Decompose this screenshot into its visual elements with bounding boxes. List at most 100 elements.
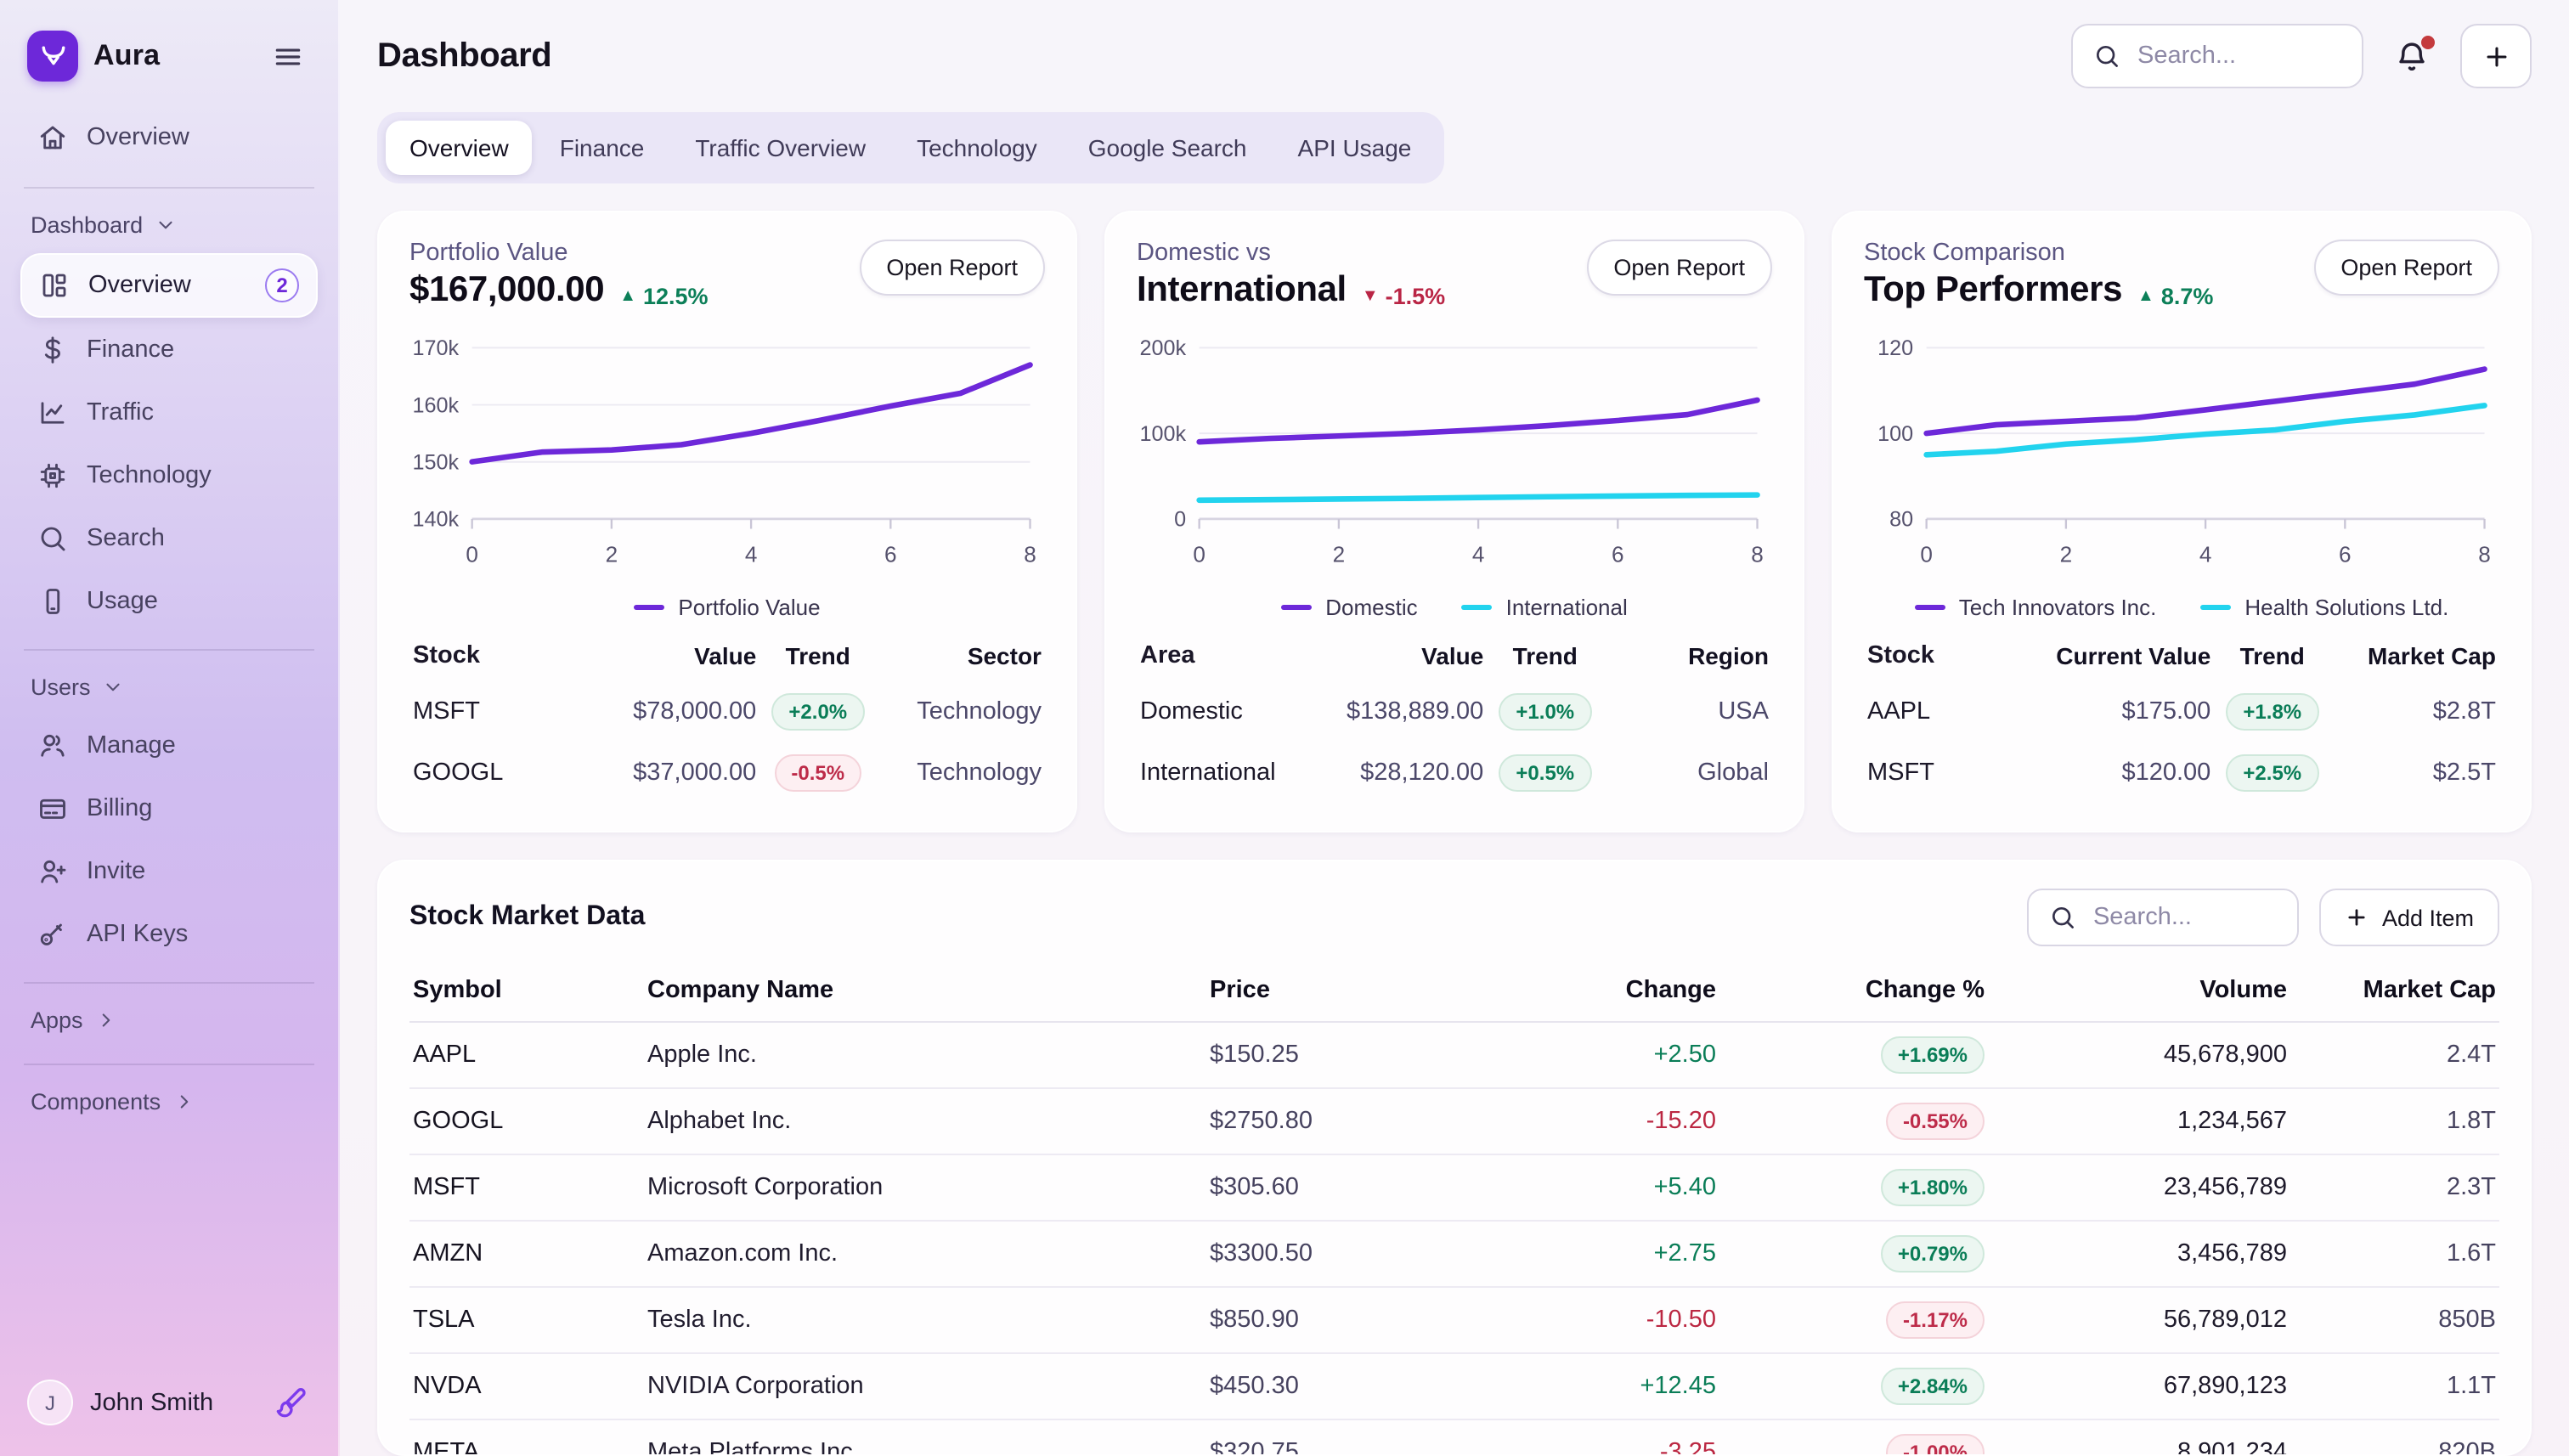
theme-button[interactable] [270,1382,311,1423]
notifications-button[interactable] [2387,31,2436,81]
grid-icon [42,274,66,297]
sidebar-item-invite[interactable]: Invite [20,841,318,902]
sidebar-item-overview[interactable]: Overview 2 [20,253,318,318]
column-header-area: Area [1140,642,1195,670]
cell-value: $138,889.00 [1347,698,1484,726]
tab-finance[interactable]: Finance [536,121,669,175]
sidebar-item-label: API Keys [87,921,189,948]
cell-market-cap: 1.8T [2446,1108,2496,1136]
user-name: John Smith [90,1389,214,1416]
chevron-right-icon [172,1091,195,1113]
table-row[interactable]: International $28,120.00 +0.5% Global [1137,742,1772,804]
chevron-down-icon [159,221,172,229]
cell-company: Amazon.com Inc. [647,1240,838,1268]
sidebar-section-header-dashboard[interactable]: Dashboard [20,206,318,251]
tab-technology[interactable]: Technology [893,121,1061,175]
table-row-googl[interactable]: GOOGL Alphabet Inc. $2750.80 -15.20 -0.55% 1,… [409,1089,2499,1156]
card-title: Portfolio Value [409,240,568,267]
table-search [2026,889,2299,947]
trend-pill: +2.5% [2226,754,2319,793]
sidebar-item-overview[interactable]: Overview [20,107,318,168]
card-value: Top Performers [1864,270,2123,309]
column-header-trend: Trend [785,642,850,670]
sidebar-item-api-keys[interactable]: API Keys [20,904,318,965]
cell-last: USA [1718,698,1769,726]
market-header: Stock Market Data Add Item [409,889,2499,947]
open-report-button[interactable]: Open Report [859,240,1045,296]
cell-price: $2750.80 [1210,1108,1313,1136]
sidebar-item-label: Search [87,525,165,552]
table-row-tsla[interactable]: TSLA Tesla Inc. $850.90 -10.50 -1.17% 56,789,… [409,1288,2499,1355]
sidebar-item-billing[interactable]: Billing [20,778,318,839]
table-row-amzn[interactable]: AMZN Amazon.com Inc. $3300.50 +2.75 +0.79% 3,… [409,1222,2499,1289]
cell-symbol: MSFT [413,1174,480,1202]
svg-text:8: 8 [1024,541,1036,567]
tab-overview[interactable]: Overview [386,121,533,175]
open-report-button[interactable]: Open Report [1586,240,1772,296]
sidebar-item-manage[interactable]: Manage [20,715,318,776]
cell-price: $3300.50 [1210,1240,1313,1268]
cell-change: -15.20 [1646,1108,1716,1136]
delta-value: 8.7% [2160,284,2214,309]
table-row[interactable]: MSFT $120.00 +2.5% $2.5T [1864,742,2499,804]
delta-value: 12.5% [643,284,709,309]
card-table: Area Value Trend Region Domestic $138,889.00 +… [1137,630,1772,804]
user-row[interactable]: J John Smith [20,1369,318,1429]
chevron-right-icon [179,1095,188,1109]
sidebar-item-search[interactable]: Search [20,508,318,569]
svg-text:4: 4 [1472,541,1485,567]
cell-market-cap: 850B [2438,1306,2496,1335]
card-table-header: Stock Current Value Trend Market Cap [1864,630,2499,681]
cell-trend: +1.0% [1483,693,1606,731]
sidebar-section-header-users[interactable]: Users [20,668,318,714]
table-row-aapl[interactable]: AAPL Apple Inc. $150.25 +2.50 +1.69% 45,678,9… [409,1023,2499,1090]
menu-toggle-button[interactable] [265,33,311,79]
table-search-input[interactable] [2089,902,2277,934]
sidebar-item-traffic[interactable]: Traffic [20,382,318,443]
svg-text:8: 8 [2478,541,2491,567]
key-icon [40,923,62,945]
tab-traffic-overview[interactable]: Traffic Overview [671,121,889,175]
table-row[interactable]: Domestic $138,889.00 +1.0% USA [1137,681,1772,742]
sidebar-item-usage[interactable]: Usage [20,571,318,632]
search-input[interactable] [2134,41,2341,71]
cell-volume: 23,456,789 [2163,1174,2287,1202]
table-row[interactable]: MSFT $78,000.00 +2.0% Technology [409,681,1045,742]
trend-pill: +1.8% [2226,693,2319,731]
cell-last: Technology [917,759,1042,787]
add-item-button[interactable]: Add Item [2318,889,2499,947]
sidebar-item-label: Billing [87,795,153,822]
arrow-up-icon: ▲ [2137,287,2154,306]
page-header: Dashboard [377,24,2532,88]
arrow-down-icon: ▼ [1361,287,1379,306]
cell-market-cap: 2.4T [2446,1041,2496,1069]
table-row[interactable]: GOOGL $37,000.00 -0.5% Technology [409,742,1045,804]
table-row-nvda[interactable]: NVDA NVIDIA Corporation $450.30 +12.45 +2.84… [409,1354,2499,1421]
home-icon [40,126,65,150]
sidebar-section-header-apps[interactable]: Apps [20,1001,318,1047]
table-row-msft[interactable]: MSFT Microsoft Corporation $305.60 +5.40 +1.… [409,1155,2499,1222]
cell-change: +2.50 [1653,1041,1716,1069]
column-header-change: Change [1625,977,1716,1005]
cell-change-pct: +0.79% [1730,1235,1985,1273]
table-row[interactable]: AAPL $175.00 +1.8% $2.8T [1864,681,2499,742]
cell-volume: 67,890,123 [2163,1373,2287,1401]
sidebar-section-header-components[interactable]: Components [20,1082,318,1128]
column-header-market-cap: Market Cap [2363,977,2496,1005]
card-headline: International ▼ -1.5% [1137,270,1445,311]
cell-change-pct: +1.80% [1730,1169,1985,1207]
open-report-button[interactable]: Open Report [2313,240,2499,296]
add-item-label: Add Item [2381,905,2474,931]
sidebar-item-technology[interactable]: Technology [20,445,318,506]
tab-google-search[interactable]: Google Search [1064,121,1271,175]
legend-label: International [1505,595,1628,621]
cell-last: Global [1697,759,1769,787]
table-row-meta[interactable]: META Meta Platforms Inc. $320.75 -3.25 -1.00… [409,1420,2499,1455]
cell-value: $37,000.00 [633,759,757,787]
create-button[interactable] [2460,24,2532,88]
sidebar-item-finance[interactable]: Finance [20,319,318,381]
cell-name: MSFT [1867,759,1934,787]
tab-api-usage[interactable]: API Usage [1274,121,1436,175]
